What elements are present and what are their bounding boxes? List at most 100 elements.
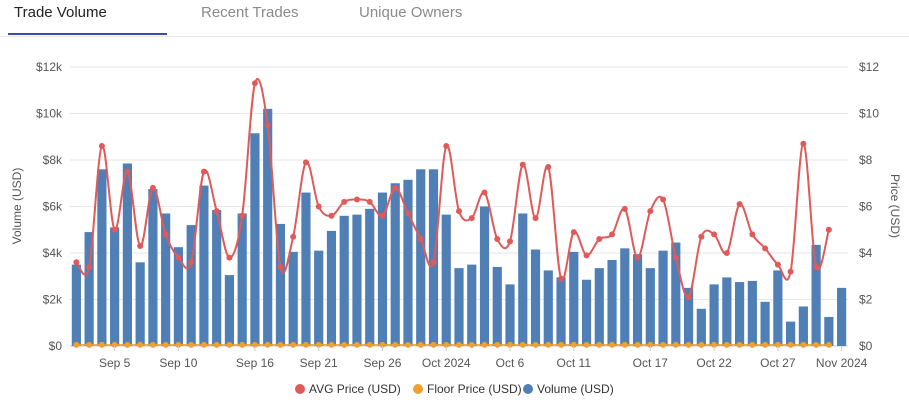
- volume-bar: [416, 169, 426, 346]
- avg-price-point: [609, 231, 616, 238]
- floor-price-point: [685, 341, 692, 348]
- volume-bar: [263, 108, 273, 346]
- volume-bar: [454, 268, 464, 346]
- right-tick-label: $4: [859, 246, 873, 260]
- volume-bar: [199, 185, 209, 346]
- avg-price-point: [149, 184, 156, 191]
- floor-price-point: [774, 341, 781, 348]
- left-tick-label: $2k: [43, 293, 63, 307]
- floor-price-point: [532, 341, 539, 348]
- floor-price-point: [341, 341, 348, 348]
- avg-price-point: [73, 259, 80, 266]
- tab-trade-volume[interactable]: Trade Volume: [14, 4, 107, 21]
- volume-bar: [467, 264, 477, 346]
- avg-price-point: [800, 140, 807, 147]
- volume-bar: [186, 225, 196, 346]
- floor-price-point: [379, 341, 386, 348]
- floor-price-point: [723, 341, 730, 348]
- floor-price-point: [507, 341, 514, 348]
- volume-bar: [837, 287, 847, 346]
- volume-bar: [135, 262, 145, 346]
- floor-price-point: [137, 341, 144, 348]
- avg-price-point: [456, 208, 462, 215]
- avg-price-point: [366, 198, 373, 205]
- volume-bar: [658, 250, 668, 346]
- avg-price-point: [443, 143, 450, 150]
- floor-price-point: [647, 341, 654, 348]
- x-tick-label: Oct 2024: [422, 356, 471, 370]
- left-tick-label: $10k: [36, 107, 63, 121]
- volume-bars: [71, 108, 847, 346]
- x-tick-label: Sep 26: [363, 356, 401, 370]
- volume-bar: [390, 183, 400, 346]
- floor-price-point: [73, 341, 80, 348]
- avg-price-point: [774, 261, 781, 268]
- volume-bar: [84, 232, 94, 346]
- avg-price-point: [660, 196, 667, 203]
- left-axis-ticks: $0 $2k $4k $6k $8k $10k $12k: [36, 60, 63, 353]
- floor-price-point: [111, 341, 118, 348]
- volume-bar: [556, 277, 566, 346]
- floor-price-point: [494, 341, 501, 348]
- floor-price-point: [315, 341, 322, 348]
- avg-price-point: [239, 212, 246, 219]
- tab-unique-owners[interactable]: Unique Owners: [359, 4, 463, 21]
- legend-label: Floor Price (USD): [427, 382, 522, 396]
- volume-bar: [377, 192, 388, 346]
- avg-price-series: [73, 77, 832, 301]
- avg-price-point: [545, 163, 552, 170]
- avg-price-point: [813, 263, 820, 270]
- floor-price-point: [519, 341, 526, 348]
- volume-bar: [275, 223, 286, 346]
- left-tick-label: $6k: [43, 200, 63, 214]
- avg-price-point: [570, 229, 577, 236]
- avg-price-point: [315, 203, 322, 210]
- volume-bar: [326, 230, 337, 346]
- floor-price-point: [213, 341, 220, 348]
- avg-price-point: [596, 236, 603, 243]
- tab-recent-trades[interactable]: Recent Trades: [201, 4, 299, 21]
- floor-price-point: [596, 341, 603, 348]
- volume-bar: [71, 264, 81, 346]
- avg-price-point: [787, 268, 794, 275]
- volume-bar: [441, 214, 451, 346]
- avg-price-point: [353, 196, 360, 203]
- volume-bar: [479, 206, 490, 346]
- volume-bar: [734, 282, 745, 346]
- avg-price-point: [494, 236, 501, 243]
- floor-price-point: [813, 341, 820, 348]
- avg-price-point: [519, 161, 526, 168]
- volume-bar: [671, 242, 681, 346]
- avg-price-point: [507, 238, 514, 245]
- right-tick-label: $8: [859, 153, 873, 167]
- volume-bar: [224, 275, 235, 346]
- avg-price-point: [634, 254, 641, 261]
- x-axis-ticks: Sep 5 Sep 10 Sep 16 Sep 21 Sep 26 Oct 2024 Oct…: [99, 346, 868, 370]
- volume-bar: [594, 268, 604, 346]
- legend: AVG Price (USD) Floor Price (USD) Volume (…: [295, 382, 614, 396]
- avg-price-point: [200, 168, 207, 175]
- volume-bar: [288, 251, 298, 346]
- volume-bar: [492, 266, 502, 346]
- floor-price-point: [825, 341, 832, 348]
- right-tick-label: $0: [859, 339, 873, 353]
- avg-price-point: [264, 122, 271, 129]
- volume-bar: [620, 248, 630, 346]
- avg-price-point: [647, 208, 654, 215]
- avg-price-point: [558, 275, 565, 282]
- floor-price-point: [468, 341, 475, 348]
- volume-bar: [339, 215, 349, 346]
- avg-price-point: [825, 226, 832, 233]
- avg-price-point: [251, 80, 258, 87]
- avg-price-point: [162, 231, 169, 238]
- floor-price-point: [353, 341, 360, 348]
- avg-price-point: [226, 254, 233, 261]
- volume-bar: [683, 287, 694, 346]
- avg-price-point: [621, 205, 628, 212]
- avg-price-point: [583, 252, 590, 259]
- x-tick-label: Sep 16: [236, 356, 274, 370]
- floor-price-point: [672, 341, 679, 348]
- floor-price-point: [570, 341, 577, 348]
- volume-bar: [632, 254, 643, 346]
- volume-bar: [824, 316, 834, 346]
